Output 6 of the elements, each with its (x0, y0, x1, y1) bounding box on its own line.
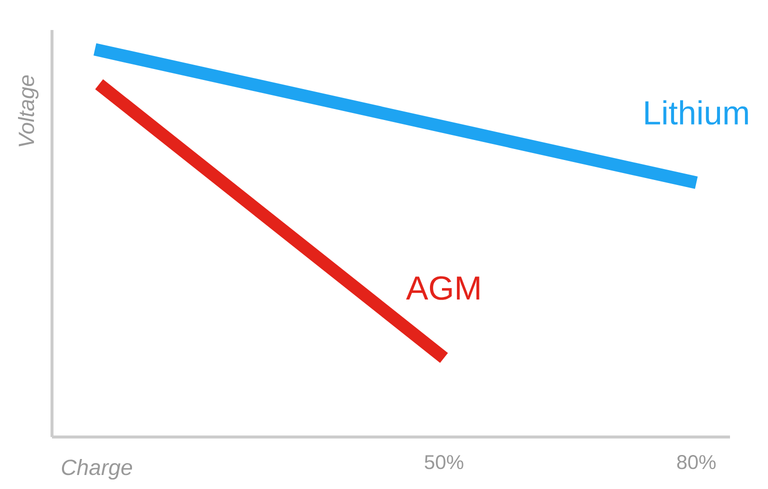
x-axis-title: Charge (62, 459, 132, 480)
x-tick-label: 50% (424, 455, 464, 470)
series-label: Lithium (645, 100, 748, 125)
series-label: AGM (406, 276, 480, 300)
y-axis-title: Voltage (18, 75, 39, 146)
x-tick-label: 80% (677, 455, 716, 470)
